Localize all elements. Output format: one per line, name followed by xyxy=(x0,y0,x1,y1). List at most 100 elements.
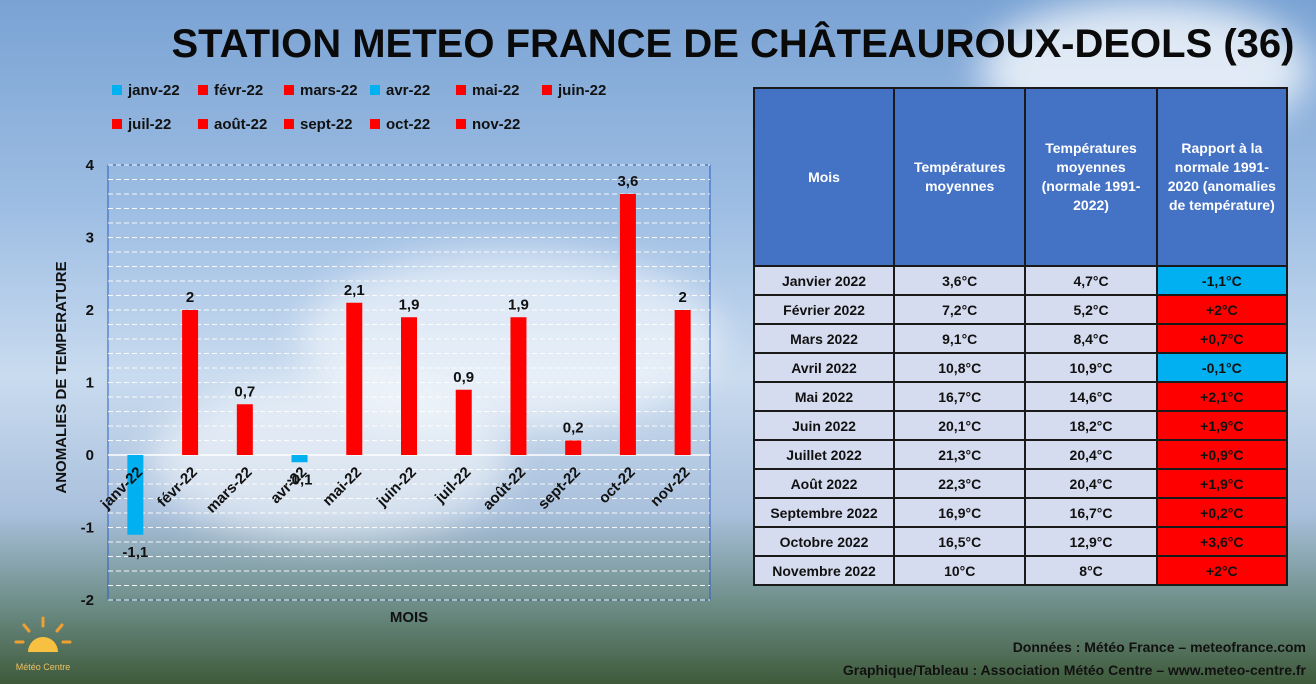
data-label: 3,6 xyxy=(617,173,638,190)
legend-item: nov-22 xyxy=(456,116,520,133)
cell-anomaly: +2°C xyxy=(1155,555,1289,586)
cell-month: Septembre 2022 xyxy=(752,497,896,528)
legend-swatch xyxy=(542,85,552,96)
data-label: 1,9 xyxy=(399,296,420,313)
legend-swatch xyxy=(370,85,380,96)
table-row: Avril 2022 10,8°C 10,9°C -0,1°C xyxy=(752,352,1289,383)
bar xyxy=(236,404,253,455)
table-row: Octobre 2022 16,5°C 12,9°C +3,6°C xyxy=(752,526,1289,557)
bar xyxy=(619,194,636,455)
cell-normal: 12,9°C xyxy=(1024,526,1158,557)
y-tick-label: 0 xyxy=(86,447,94,464)
bar xyxy=(127,455,144,535)
y-tick-label: 3 xyxy=(86,230,94,247)
cell-anomaly: +2°C xyxy=(1155,294,1289,325)
data-label: 2,1 xyxy=(344,282,365,299)
legend-label: juil-22 xyxy=(128,116,172,133)
cell-normal: 4,7°C xyxy=(1024,265,1158,296)
data-label: 1,9 xyxy=(508,296,529,313)
legend-item: janv-22 xyxy=(112,82,180,99)
bar xyxy=(346,302,363,455)
table-row: Janvier 2022 3,6°C 4,7°C -1,1°C xyxy=(752,265,1289,296)
legend-item: avr-22 xyxy=(370,82,430,99)
data-label: 0,9 xyxy=(453,369,474,386)
page-title: STATION METEO FRANCE DE CHÂTEAUROUX-DEOL… xyxy=(171,22,1295,66)
cell-normal: 8,4°C xyxy=(1024,323,1158,354)
cell-mean: 10°C xyxy=(893,555,1027,586)
table-row: Août 2022 22,3°C 20,4°C +1,9°C xyxy=(752,468,1289,499)
legend-item: mai-22 xyxy=(456,82,520,99)
legend-swatch xyxy=(112,85,122,96)
table-row: Septembre 2022 16,9°C 16,7°C +0,2°C xyxy=(752,497,1289,528)
x-tick-label: mai-22 xyxy=(319,464,365,510)
table-row: Mai 2022 16,7°C 14,6°C +2,1°C xyxy=(752,381,1289,412)
temperature-table: Mois Températures moyennes Températures … xyxy=(752,87,1289,586)
cell-month: Juillet 2022 xyxy=(752,439,896,470)
cell-mean: 9,1°C xyxy=(893,323,1027,354)
legend-label: févr-22 xyxy=(214,82,264,99)
legend-label: oct-22 xyxy=(386,116,431,133)
cell-mean: 7,2°C xyxy=(893,294,1027,325)
x-tick-label: juin-22 xyxy=(373,464,420,511)
x-axis-title: MOIS xyxy=(390,609,428,626)
legend-swatch xyxy=(370,119,380,130)
credits: Données : Météo France – meteofrance.com… xyxy=(843,636,1306,682)
cell-mean: 16,5°C xyxy=(893,526,1027,557)
cell-anomaly: -1,1°C xyxy=(1155,265,1289,296)
legend-label: janv-22 xyxy=(128,82,180,99)
cell-month: Février 2022 xyxy=(752,294,896,325)
cell-month: Novembre 2022 xyxy=(752,555,896,586)
data-label: 2 xyxy=(678,289,686,306)
y-tick-label: -2 xyxy=(81,592,94,609)
y-tick-label: 1 xyxy=(86,375,94,392)
legend-swatch xyxy=(198,85,208,96)
bar xyxy=(674,310,691,455)
x-tick-label: nov-22 xyxy=(647,464,693,510)
table-row: Juillet 2022 21,3°C 20,4°C +0,9°C xyxy=(752,439,1289,470)
y-tick-label: 4 xyxy=(86,157,95,174)
cell-mean: 10,8°C xyxy=(893,352,1027,383)
cell-normal: 8°C xyxy=(1024,555,1158,586)
data-label: 2 xyxy=(186,289,194,306)
credits-data-source: Données : Météo France – meteofrance.com xyxy=(1012,639,1306,655)
data-label: 0,7 xyxy=(234,383,255,400)
cell-anomaly: +2,1°C xyxy=(1155,381,1289,412)
legend-item: sept-22 xyxy=(284,116,353,133)
legend-item: oct-22 xyxy=(370,116,430,133)
legend-swatch xyxy=(456,119,466,130)
cell-month: Août 2022 xyxy=(752,468,896,499)
header-mean: Températures moyennes xyxy=(893,87,1027,267)
cell-month: Mars 2022 xyxy=(752,323,896,354)
x-tick-label: oct-22 xyxy=(595,464,638,507)
table-row: Mars 2022 9,1°C 8,4°C +0,7°C xyxy=(752,323,1289,354)
legend-item: mars-22 xyxy=(284,82,358,99)
credits-graph-source: Graphique/Tableau : Association Météo Ce… xyxy=(842,662,1306,678)
cell-month: Janvier 2022 xyxy=(752,265,896,296)
cell-normal: 14,6°C xyxy=(1024,381,1158,412)
y-tick-label: 2 xyxy=(86,302,94,319)
cell-anomaly: -0,1°C xyxy=(1155,352,1289,383)
x-tick-label: mars-22 xyxy=(203,464,256,517)
legend-label: sept-22 xyxy=(300,116,353,133)
y-axis-title: ANOMALIES DE TEMPERATURE xyxy=(53,261,70,493)
x-tick-label: sept-22 xyxy=(535,464,584,513)
bar xyxy=(510,317,527,455)
legend-label: juin-22 xyxy=(558,82,607,99)
legend-swatch xyxy=(284,119,294,130)
data-label: 0,2 xyxy=(563,420,584,437)
legend-label: août-22 xyxy=(214,116,268,133)
cell-anomaly: +0,2°C xyxy=(1155,497,1289,528)
cell-normal: 16,7°C xyxy=(1024,497,1158,528)
cloud-decoration xyxy=(150,380,510,540)
sun-logo-icon: Météo Centre xyxy=(14,616,72,672)
data-label: -0,1 xyxy=(287,471,313,488)
cell-anomaly: +1,9°C xyxy=(1155,410,1289,441)
cell-month: Juin 2022 xyxy=(752,410,896,441)
cell-mean: 22,3°C xyxy=(893,468,1027,499)
bar xyxy=(291,455,308,463)
header-normal: Températures moyennes (normale 1991-2022… xyxy=(1024,87,1158,267)
legend-label: mai-22 xyxy=(472,82,520,99)
cell-normal: 5,2°C xyxy=(1024,294,1158,325)
x-tick-label: févr-22 xyxy=(154,464,201,511)
